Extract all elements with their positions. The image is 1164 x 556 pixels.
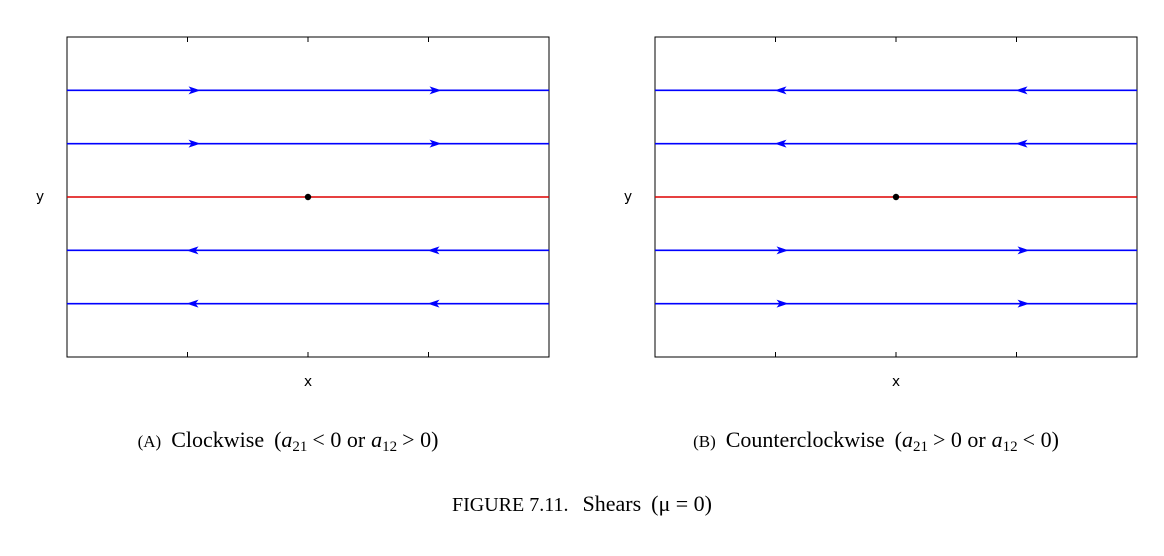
caption-b-var2: a bbox=[992, 427, 1003, 452]
caption-b-tag: (B) bbox=[693, 432, 716, 451]
caption-b-var1: a bbox=[902, 427, 913, 452]
figure-title-math: (μ = 0) bbox=[651, 491, 712, 516]
caption-a-rel1: < 0 or bbox=[312, 427, 365, 452]
caption-a-text: Clockwise bbox=[171, 427, 264, 452]
plot-area-b bbox=[655, 37, 1137, 357]
caption-b-sub2: 12 bbox=[1003, 439, 1018, 455]
caption-a-open: ( bbox=[274, 427, 281, 452]
caption-b-sub1: 21 bbox=[913, 439, 928, 455]
figure-title: Shears bbox=[582, 491, 641, 516]
x-axis-label-b: x bbox=[892, 374, 900, 390]
caption-a: (A) Clockwise (a21 < 0 or a12 > 0) bbox=[138, 427, 439, 455]
caption-b: (B) Counterclockwise (a21 > 0 or a12 < 0) bbox=[693, 427, 1059, 455]
x-axis-label-a: x bbox=[304, 374, 312, 390]
caption-a-rel2: > 0) bbox=[402, 427, 438, 452]
figure-caption: FIGURE 7.11. Shears (μ = 0) bbox=[452, 491, 712, 516]
y-axis-label-a: y bbox=[36, 189, 44, 205]
caption-b-rel1: > 0 or bbox=[933, 427, 986, 452]
caption-a-tag: (A) bbox=[138, 432, 162, 451]
equilibrium-point-a bbox=[305, 194, 311, 200]
caption-b-open: ( bbox=[895, 427, 902, 452]
caption-a-sub2: 12 bbox=[382, 439, 397, 455]
equilibrium-point-b bbox=[893, 194, 899, 200]
caption-a-sub1: 21 bbox=[292, 439, 307, 455]
y-axis-label-b: y bbox=[624, 189, 632, 205]
figure-number: FIGURE 7.11. bbox=[452, 494, 568, 516]
caption-a-var2: a bbox=[371, 427, 382, 452]
panel-a: x y (A) Clockwise (a21 < 0 or a12 > 0) bbox=[36, 37, 549, 455]
plot-area-a bbox=[67, 37, 549, 357]
caption-a-var1: a bbox=[281, 427, 292, 452]
caption-b-text: Counterclockwise bbox=[726, 427, 885, 452]
caption-b-rel2: < 0) bbox=[1023, 427, 1059, 452]
panel-b: x y (B) Counterclockwise (a21 > 0 or a12 < … bbox=[624, 37, 1137, 455]
